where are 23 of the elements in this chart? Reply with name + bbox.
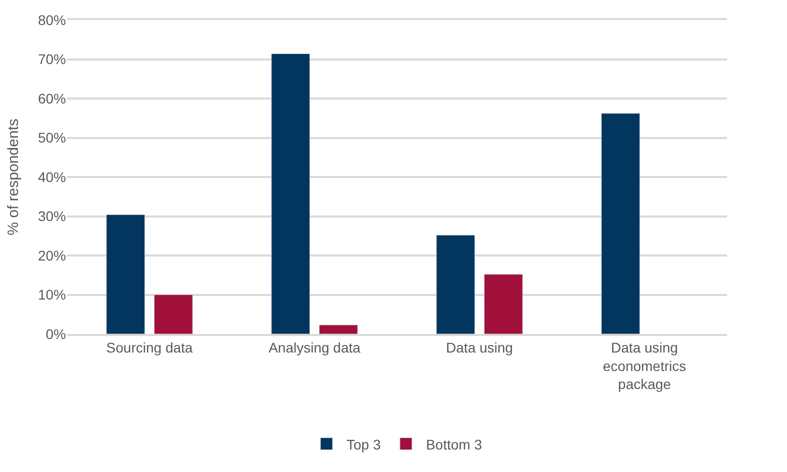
y-tick-label: 30% [38, 208, 66, 224]
x-tick-label: Sourcing data [106, 340, 193, 356]
x-tick-label: Data using [446, 340, 513, 356]
legend-label: Top 3 [346, 436, 381, 452]
x-tick-label: Analysing data [268, 340, 361, 356]
x-tick-label: Data using econometrics package [602, 340, 686, 392]
bar [484, 274, 523, 334]
legend-label: Bottom 3 [426, 436, 482, 452]
bar [271, 54, 310, 334]
y-tick-label: 70% [38, 51, 66, 68]
bar [319, 324, 358, 334]
y-tick-label: 20% [38, 247, 66, 264]
y-tick-label: 40% [38, 168, 66, 185]
bar [154, 294, 193, 334]
bar [436, 234, 475, 334]
y-tick-label: 10% [38, 286, 66, 303]
bar [601, 113, 640, 334]
y-tick-label: 0% [46, 326, 66, 342]
y-tick-label: 50% [38, 130, 66, 146]
y-tick-label: 60% [38, 90, 66, 106]
bar [106, 214, 145, 334]
y-axis-title: % of respondents [5, 118, 22, 236]
y-tick-label: 80% [38, 12, 66, 28]
